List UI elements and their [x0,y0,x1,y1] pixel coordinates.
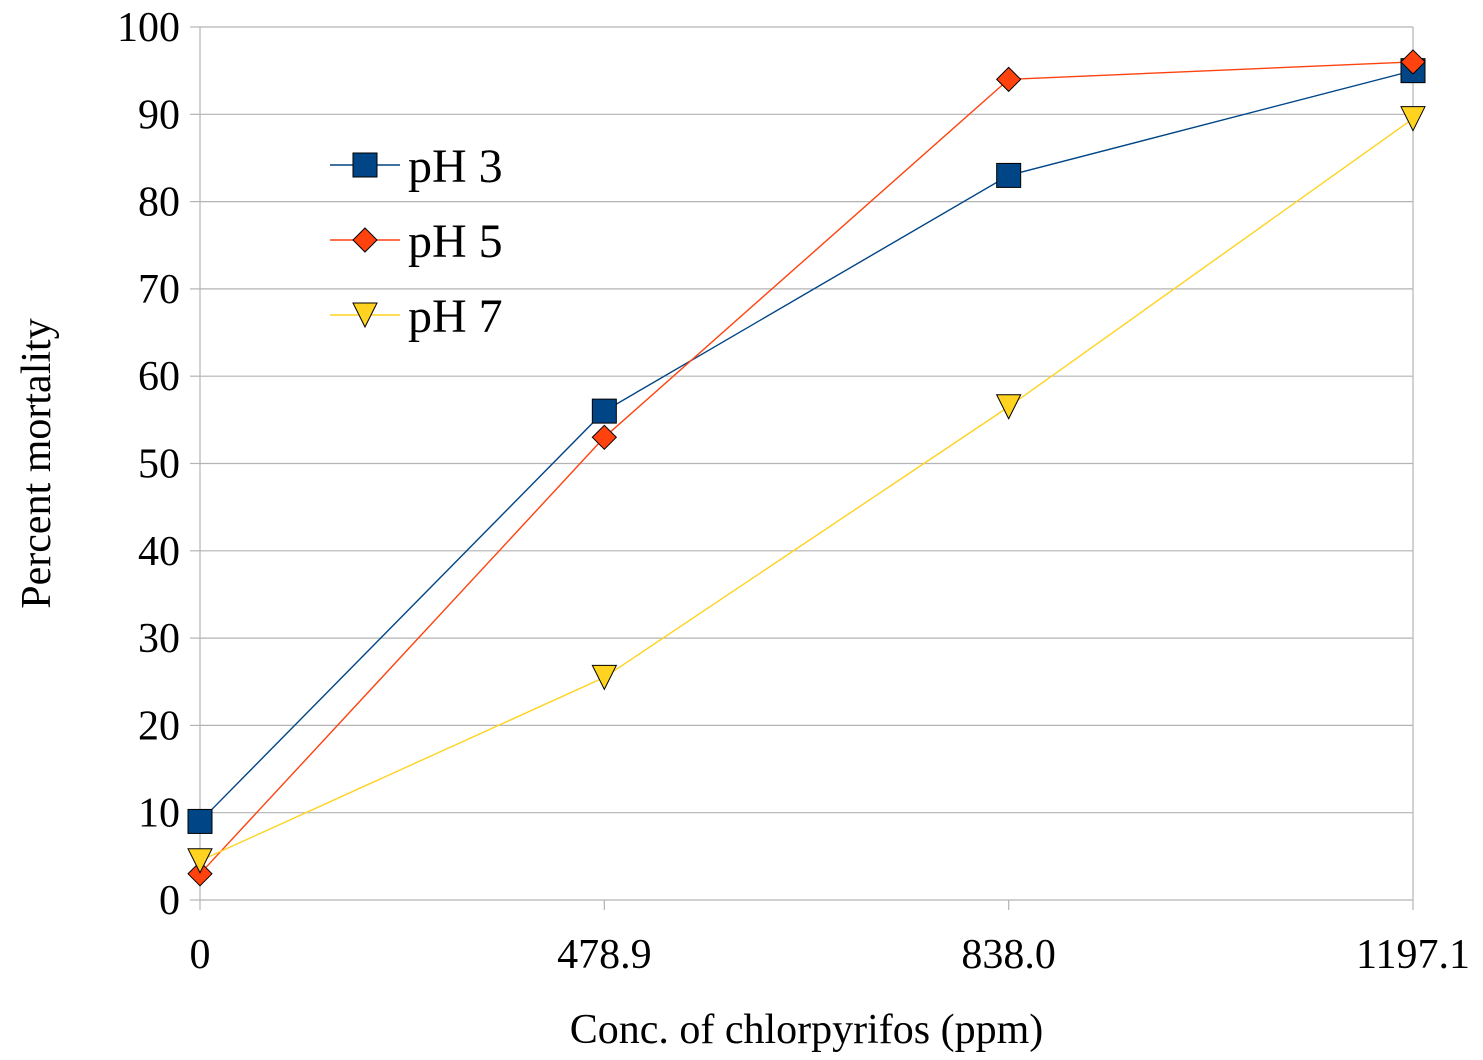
y-tick-label: 10 [138,791,180,837]
data-point-ph-5 [1400,49,1426,75]
data-point-ph-3 [187,808,213,834]
legend-marker [352,302,378,329]
y-tick-label: 30 [138,616,180,662]
x-tick-label: 478.9 [557,932,652,978]
series-line-ph-7 [199,118,1414,862]
data-point-ph-7 [591,664,618,691]
data-point-ph-5 [995,66,1022,93]
y-tick-label: 60 [138,354,180,400]
x-axis-title: Conc. of chlorpyrifos (ppm) [570,1007,1044,1053]
y-axis-title: Percent mortality [14,318,60,608]
y-tick-label: 50 [138,442,180,488]
tick-labels: 0 10 20 30 40 50 60 70 80 90 100 0 478.9 838.0 1197.1 [117,5,1470,978]
series [187,49,1426,887]
x-tick-label: 1197.1 [1356,932,1470,978]
series-line-ph-5 [199,61,1414,875]
y-tick-label: 0 [159,878,180,924]
data-point-ph-3 [996,162,1022,188]
grid [200,26,1413,901]
data-point-ph-3 [591,398,617,424]
series-line-ph-3 [199,69,1414,822]
legend-label: pH 7 [408,290,503,343]
y-tick-label: 40 [138,529,180,575]
y-tick-label: 20 [138,703,180,749]
data-point-ph-7 [995,394,1022,420]
y-tick-label: 90 [138,92,180,138]
legend: pH 3 pH 5 pH 7 [330,140,503,343]
y-tick-label: 80 [138,180,180,226]
data-point-ph-7 [1400,106,1426,132]
data-point-ph-5 [591,424,618,451]
legend-marker [352,152,378,178]
y-tick-label: 70 [138,267,180,313]
legend-marker [352,227,378,253]
data-point-ph-7 [187,848,213,874]
legend-label: pH 5 [408,215,503,268]
legend-label: pH 3 [408,140,503,193]
x-tick-label: 838.0 [961,932,1056,978]
x-tick-label: 0 [190,932,211,978]
y-tick-label: 100 [117,5,180,51]
